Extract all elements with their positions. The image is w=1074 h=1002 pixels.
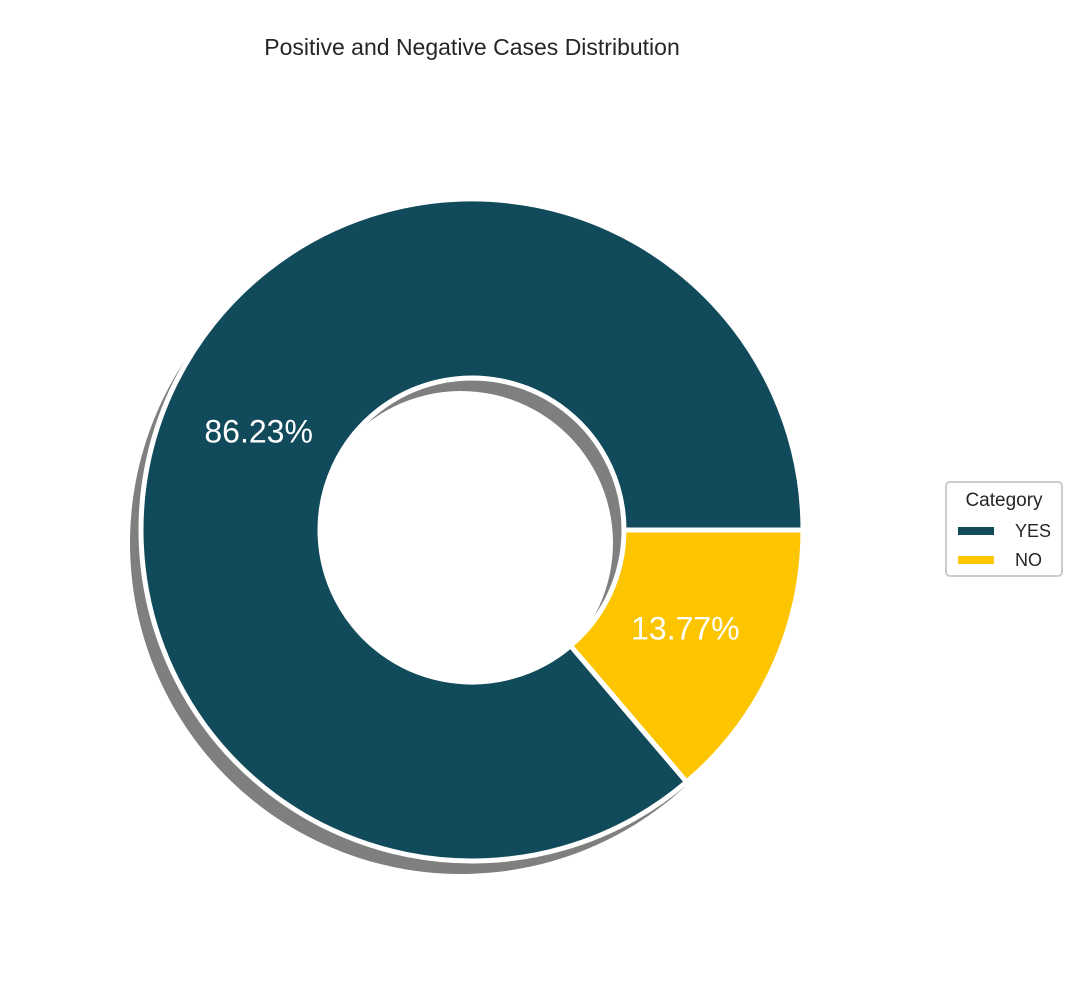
chart-title: Positive and Negative Cases Distribution (264, 34, 680, 60)
legend-label-no: NO (1015, 550, 1042, 570)
legend-title: Category (965, 490, 1043, 511)
legend-entry-yes: YES (958, 519, 1058, 543)
legend-swatch-yes (958, 527, 994, 535)
slice-no (567, 527, 806, 786)
slice-label-yes: 86.23% (204, 413, 313, 449)
legend: Category YES NO (945, 481, 1063, 577)
legend-entry-no: NO (958, 548, 1058, 572)
slice-yes (138, 196, 806, 864)
legend-label-yes: YES (1015, 521, 1052, 541)
slice-label-no: 13.77% (631, 611, 740, 647)
legend-swatch-no (958, 556, 994, 564)
